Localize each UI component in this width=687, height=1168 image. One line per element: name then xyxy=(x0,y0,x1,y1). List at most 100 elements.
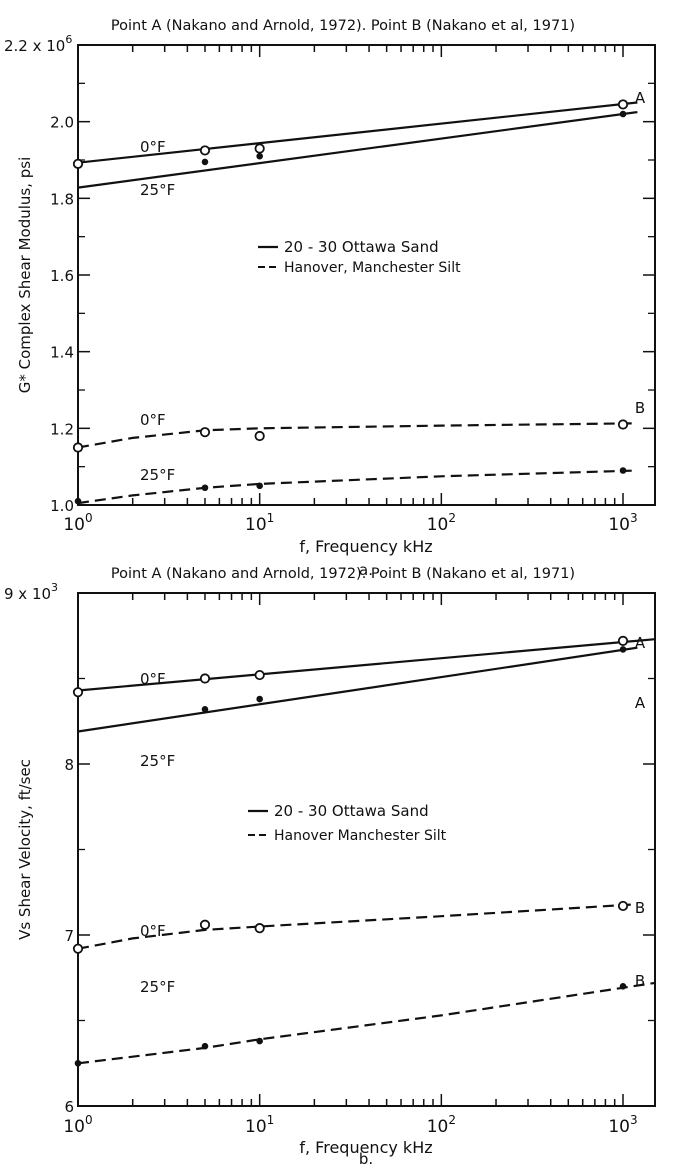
x-tick-base: 10 xyxy=(427,515,449,535)
point-label: B xyxy=(635,399,645,417)
data-point-filled xyxy=(201,484,209,492)
chart-title: Point A (Nakano and Arnold, 1972). Point… xyxy=(111,566,575,582)
data-point-open xyxy=(254,430,265,442)
y-tick-text: 1.6 xyxy=(50,267,74,285)
data-point-open xyxy=(254,143,265,154)
x-tick-base: 10 xyxy=(608,515,630,535)
data-point-filled xyxy=(619,467,627,474)
y-tick-text: 1.4 xyxy=(50,344,74,362)
x-tick-exp: 3 xyxy=(630,511,638,525)
y-tick-exp: 6 xyxy=(65,33,72,46)
y-tick-text: 1.8 xyxy=(50,190,74,208)
data-point-open xyxy=(72,158,84,169)
panel-label: b. xyxy=(359,1150,373,1168)
y-tick-label: 6 xyxy=(64,1098,74,1116)
series-line xyxy=(77,111,638,189)
series-3: 25°F xyxy=(74,466,638,505)
series-label: 25°F xyxy=(140,752,175,770)
x-tick-label: 102 xyxy=(427,511,456,535)
data-point-open xyxy=(254,923,265,934)
data-point-filled xyxy=(619,983,627,990)
x-tick-base: 10 xyxy=(608,1117,630,1137)
x-tick-exp: 0 xyxy=(85,1113,93,1127)
y-tick-label: 2.0 xyxy=(50,114,74,132)
x-tick-label: 103 xyxy=(608,511,637,535)
y-axis-label: G* Complex Shear Modulus, psi xyxy=(16,157,34,394)
series-1: 25°F A xyxy=(77,646,646,770)
x-tick-base: 10 xyxy=(245,515,267,535)
data-point-filled xyxy=(74,497,82,505)
y-tick-label: 1.8 xyxy=(50,190,74,208)
data-point-filled xyxy=(619,110,627,118)
x-tick-label: 101 xyxy=(245,1113,274,1137)
y-tick-text: 9 x 10 xyxy=(4,585,51,603)
y-tick-text: 7 xyxy=(64,927,74,945)
y-tick-text: 2.0 xyxy=(50,114,74,132)
panel-label: a. xyxy=(359,561,373,579)
y-axis-label: Vs Shear Velocity, ft/sec xyxy=(16,759,34,940)
x-tick-exp: 0 xyxy=(85,511,93,525)
data-point-open xyxy=(199,919,211,930)
data-point-open xyxy=(199,427,211,438)
x-tick-label: 101 xyxy=(245,511,274,535)
data-point-open xyxy=(617,900,629,912)
x-axis-label: f, Frequency kHz xyxy=(299,1138,432,1157)
x-axis-label: f, Frequency kHz xyxy=(299,537,432,556)
y-tick-text: 1.0 xyxy=(50,497,74,515)
y-tick-text: 1.2 xyxy=(50,420,74,438)
data-point-open xyxy=(617,635,629,646)
point-label: B xyxy=(635,899,645,917)
x-tick-label: 100 xyxy=(63,511,92,535)
series-line xyxy=(77,101,638,164)
y-tick-label: 2.2 x 106 xyxy=(4,33,72,55)
series-line xyxy=(77,422,638,449)
x-tick-exp: 2 xyxy=(448,1113,456,1127)
series-label: 0°F xyxy=(140,670,166,688)
series-line xyxy=(77,981,656,1065)
series-label: 25°F xyxy=(140,181,175,199)
data-point-filled xyxy=(256,1037,263,1045)
x-tick-exp: 3 xyxy=(630,1113,638,1127)
series-3: 25°F B xyxy=(74,972,656,1067)
y-tick-label: 1.0 xyxy=(50,497,74,515)
series-1: 25°F xyxy=(77,110,638,199)
y-tick-label: 1.6 xyxy=(50,267,74,285)
x-tick-base: 10 xyxy=(245,1117,267,1137)
data-point-filled xyxy=(201,1042,209,1050)
series-label: 0°F xyxy=(140,138,166,156)
y-tick-text: 6 xyxy=(64,1098,74,1116)
y-tick-label: 9 x 103 xyxy=(4,581,58,603)
x-tick-base: 10 xyxy=(63,515,85,535)
data-point-open xyxy=(72,442,84,453)
x-tick-exp: 1 xyxy=(267,511,275,525)
data-point-filled xyxy=(256,695,263,703)
x-tick-exp: 1 xyxy=(267,1113,275,1127)
y-tick-exp: 3 xyxy=(51,581,58,594)
x-tick-label: 102 xyxy=(427,1113,456,1137)
data-point-open xyxy=(617,419,629,430)
y-tick-label: 7 xyxy=(64,927,74,945)
data-point-filled xyxy=(74,1059,82,1067)
x-tick-exp: 2 xyxy=(448,511,456,525)
x-tick-base: 10 xyxy=(427,1117,449,1137)
data-point-filled xyxy=(201,158,209,166)
legend-label-silt: Hanover, Manchester Silt xyxy=(284,260,461,276)
series-line xyxy=(77,903,638,950)
data-point-open xyxy=(72,687,84,698)
series-line xyxy=(77,646,638,733)
data-point-filled xyxy=(619,646,627,653)
point-label: A xyxy=(635,89,646,107)
data-point-open xyxy=(254,669,265,681)
data-point-filled xyxy=(201,705,209,713)
point-label: A xyxy=(635,694,646,712)
y-tick-text: 2.2 x 10 xyxy=(4,37,65,55)
y-tick-label: 8 xyxy=(64,756,74,774)
legend-label-sand: 20 - 30 Ottawa Sand xyxy=(284,238,439,256)
series-0: 0°F A xyxy=(72,634,656,698)
series-2: 0°F B xyxy=(72,399,645,453)
y-tick-text: 8 xyxy=(64,756,74,774)
y-tick-label: 1.4 xyxy=(50,344,74,362)
